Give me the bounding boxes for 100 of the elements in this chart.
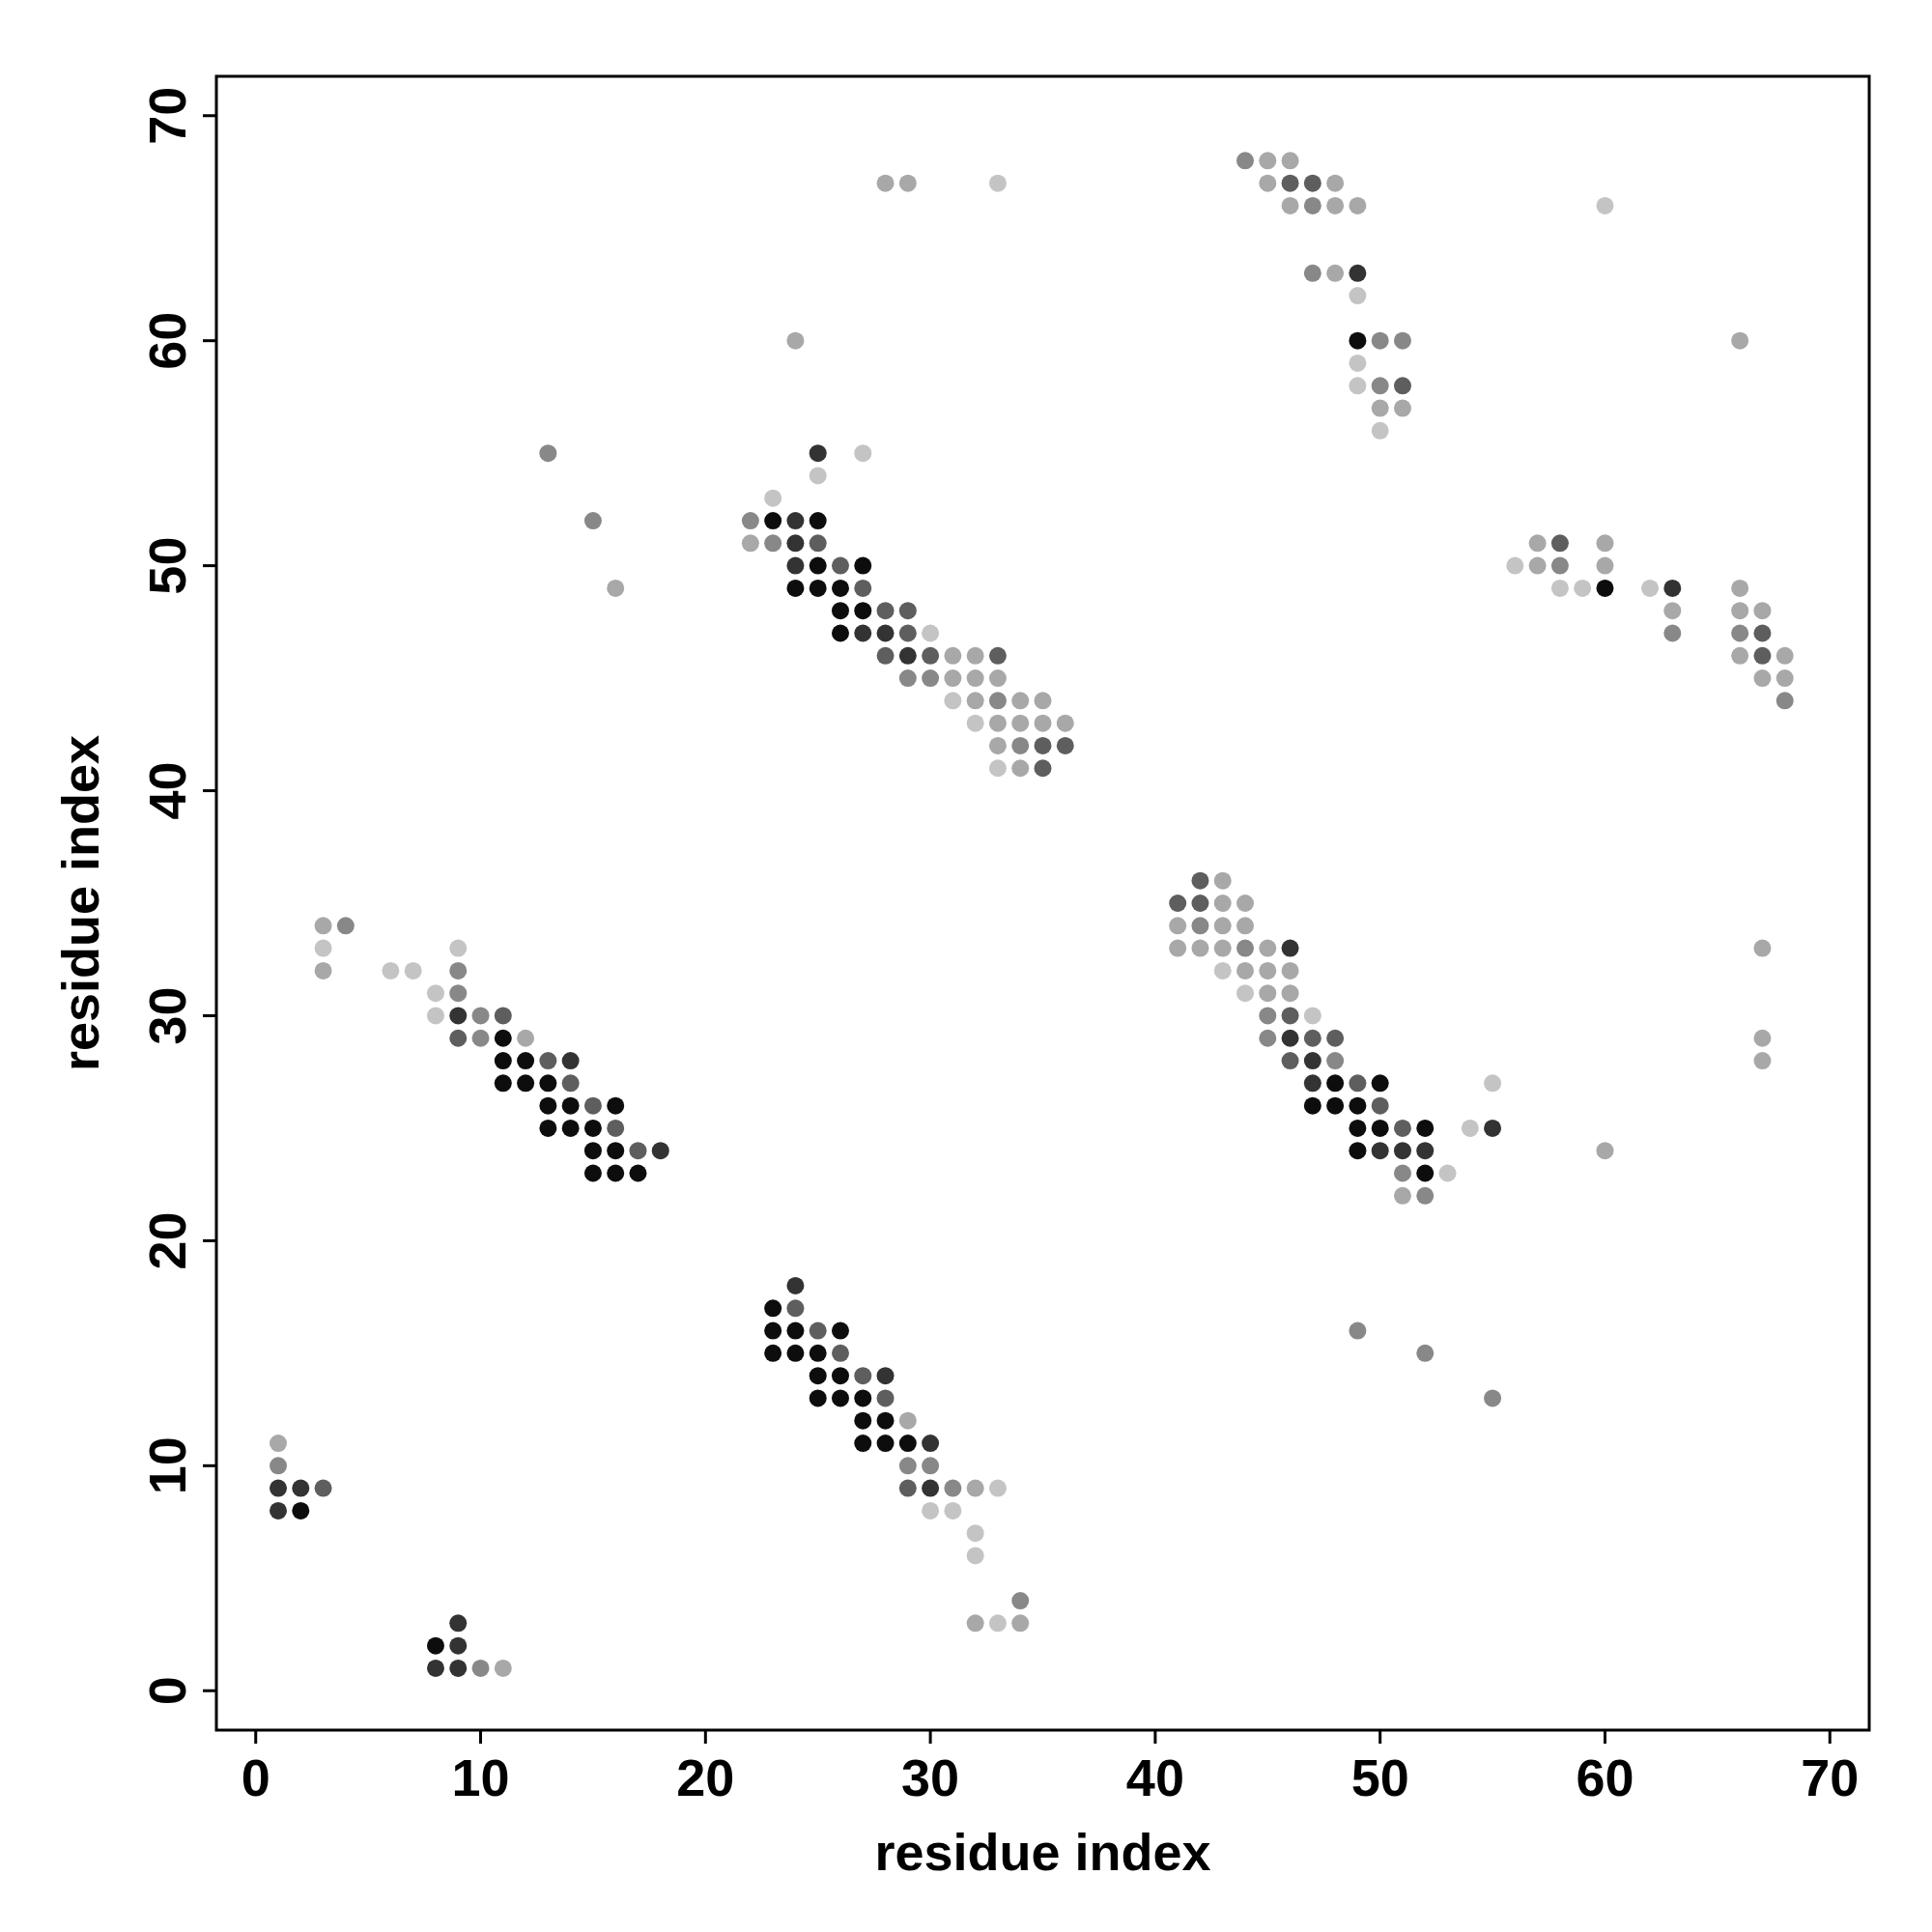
point bbox=[1349, 1074, 1367, 1093]
point bbox=[561, 1119, 580, 1137]
point bbox=[944, 1501, 962, 1520]
x-tick-label: 20 bbox=[676, 1748, 735, 1806]
point bbox=[831, 624, 849, 642]
point bbox=[270, 1501, 288, 1520]
point bbox=[404, 961, 422, 980]
point bbox=[517, 1052, 535, 1070]
point bbox=[876, 624, 895, 642]
point bbox=[786, 1299, 805, 1318]
point bbox=[629, 1164, 647, 1182]
point bbox=[876, 646, 895, 665]
point bbox=[1663, 624, 1682, 642]
point bbox=[922, 1435, 940, 1453]
point bbox=[988, 174, 1007, 192]
point bbox=[1349, 331, 1367, 350]
y-tick-label: 60 bbox=[138, 311, 196, 370]
point bbox=[854, 556, 872, 575]
point bbox=[809, 556, 827, 575]
point bbox=[966, 1524, 984, 1543]
point bbox=[809, 444, 827, 463]
point bbox=[1281, 939, 1299, 957]
point bbox=[1753, 624, 1772, 642]
point bbox=[607, 1119, 625, 1137]
y-tick-label: 10 bbox=[138, 1436, 196, 1495]
point bbox=[764, 1299, 782, 1318]
point bbox=[1731, 624, 1749, 642]
point bbox=[786, 534, 805, 553]
point bbox=[1371, 1074, 1389, 1093]
point bbox=[1506, 556, 1524, 575]
point bbox=[854, 1367, 872, 1385]
point bbox=[1259, 1029, 1277, 1047]
point bbox=[831, 1367, 849, 1385]
point bbox=[1753, 646, 1772, 665]
point bbox=[1034, 736, 1052, 754]
point bbox=[1484, 1074, 1502, 1093]
point bbox=[809, 1344, 827, 1362]
y-axis-title: residue index bbox=[51, 734, 109, 1072]
point bbox=[786, 1344, 805, 1362]
point bbox=[764, 1321, 782, 1340]
point bbox=[1416, 1142, 1435, 1160]
point bbox=[1393, 1142, 1411, 1160]
point bbox=[831, 556, 849, 575]
point bbox=[583, 512, 602, 530]
point bbox=[831, 1389, 849, 1407]
point bbox=[809, 1367, 827, 1385]
point bbox=[854, 579, 872, 597]
point bbox=[1371, 421, 1389, 440]
x-tick-label: 70 bbox=[1801, 1748, 1860, 1806]
point bbox=[831, 579, 849, 597]
point bbox=[1303, 196, 1321, 214]
point bbox=[583, 1096, 602, 1115]
point bbox=[1303, 1052, 1321, 1070]
point bbox=[966, 1547, 984, 1565]
point bbox=[449, 984, 468, 1003]
point bbox=[292, 1501, 310, 1520]
point bbox=[1281, 1007, 1299, 1025]
point bbox=[898, 624, 917, 642]
point bbox=[786, 512, 805, 530]
point bbox=[583, 1119, 602, 1137]
point bbox=[898, 1457, 917, 1475]
point bbox=[382, 961, 400, 980]
point bbox=[449, 1636, 468, 1655]
point bbox=[922, 1479, 940, 1497]
point bbox=[1416, 1344, 1435, 1362]
point bbox=[1596, 579, 1614, 597]
point bbox=[494, 1007, 512, 1025]
point bbox=[314, 1479, 332, 1497]
point bbox=[1371, 1096, 1389, 1115]
point bbox=[1349, 1321, 1367, 1340]
point bbox=[809, 1321, 827, 1340]
point bbox=[1259, 1007, 1277, 1025]
point bbox=[471, 1659, 490, 1677]
point bbox=[1349, 287, 1367, 305]
y-tick-label: 20 bbox=[138, 1211, 196, 1270]
point bbox=[854, 1435, 872, 1453]
point bbox=[1326, 1074, 1345, 1093]
point bbox=[426, 984, 444, 1003]
point bbox=[944, 1479, 962, 1497]
point bbox=[809, 1389, 827, 1407]
point bbox=[1550, 556, 1569, 575]
point bbox=[764, 534, 782, 553]
point bbox=[494, 1052, 512, 1070]
point bbox=[539, 1074, 557, 1093]
point bbox=[539, 1052, 557, 1070]
point bbox=[1236, 984, 1255, 1003]
point bbox=[1438, 1164, 1457, 1182]
point bbox=[922, 669, 940, 688]
point bbox=[1191, 871, 1209, 890]
point bbox=[1349, 1096, 1367, 1115]
point bbox=[629, 1142, 647, 1160]
point bbox=[786, 1276, 805, 1294]
point bbox=[876, 1435, 895, 1453]
point bbox=[1371, 377, 1389, 395]
point bbox=[1191, 917, 1209, 935]
point bbox=[1550, 579, 1569, 597]
point bbox=[1641, 579, 1660, 597]
point bbox=[854, 1389, 872, 1407]
point bbox=[517, 1074, 535, 1093]
x-tick-label: 50 bbox=[1350, 1748, 1409, 1806]
